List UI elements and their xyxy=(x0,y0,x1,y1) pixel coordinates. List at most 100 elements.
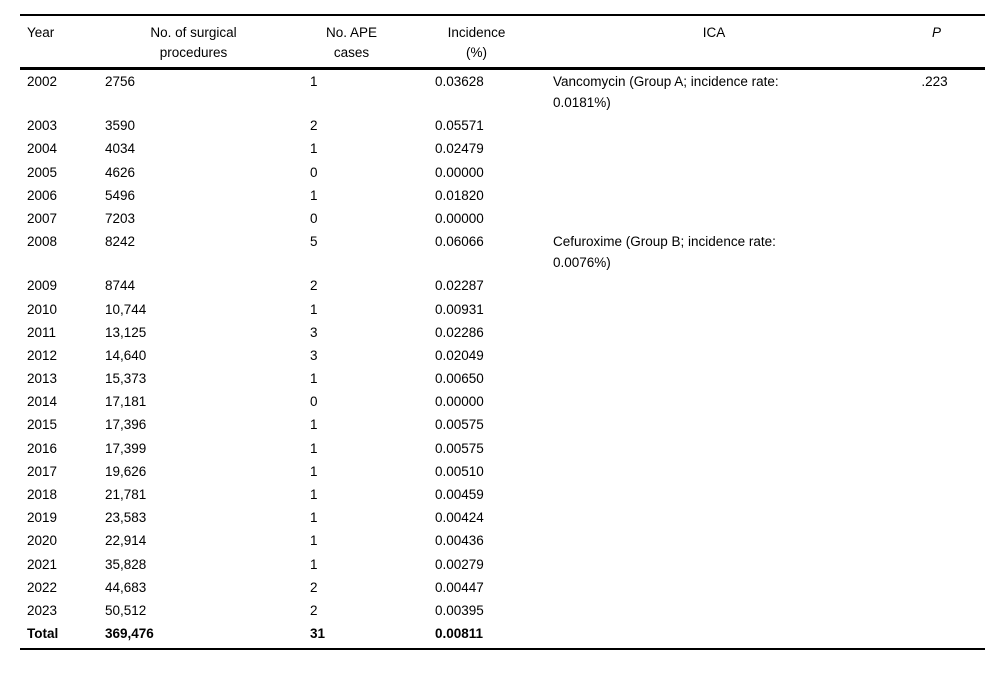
ape-cases-cell: 2 xyxy=(310,278,318,294)
incidence-cell: 0.00000 xyxy=(435,210,484,226)
ica-cell: Cefuroxime (Group B; incidence rate: 0.0… xyxy=(553,234,776,271)
p-value-cell xyxy=(888,506,985,529)
table-row: 2002 2756 1 0.03628 Vancomycin (Group A;… xyxy=(20,69,985,115)
p-value-cell xyxy=(888,576,985,599)
incidence-cell: 0.00279 xyxy=(435,556,484,572)
ica-cell xyxy=(540,553,888,576)
incidence-cell: 0.00000 xyxy=(435,394,484,410)
year-cell: 2015 xyxy=(27,417,58,433)
ica-cell xyxy=(540,137,888,160)
p-value-cell xyxy=(888,460,985,483)
p-value-cell xyxy=(888,344,985,367)
incidence-cell: 0.00811 xyxy=(435,626,484,642)
p-value-cell xyxy=(888,437,985,460)
year-cell: Total xyxy=(27,626,59,642)
ica-cell xyxy=(540,298,888,321)
header-line: cases xyxy=(333,45,370,60)
year-cell: 2018 xyxy=(27,487,58,502)
incidence-cell: 0.06066 xyxy=(435,234,484,250)
ica-cell xyxy=(540,460,888,483)
ape-cases-cell: 1 xyxy=(310,440,318,456)
year-cell: 2021 xyxy=(27,556,58,572)
table-row: 2018 21,781 1 0.00459 xyxy=(20,483,985,506)
incidence-cell: 0.02049 xyxy=(435,347,484,363)
ica-cell xyxy=(540,413,888,436)
p-value-cell xyxy=(888,413,985,436)
p-value-cell xyxy=(888,483,985,506)
year-cell: 2007 xyxy=(27,210,58,226)
ica-cell xyxy=(540,437,888,460)
table-body: 2002 2756 1 0.03628 Vancomycin (Group A;… xyxy=(20,69,985,650)
incidence-table: Year No. of surgical procedures No. APE … xyxy=(20,14,985,651)
year-cell: 2009 xyxy=(27,278,58,294)
ape-cases-cell: 1 xyxy=(310,74,318,89)
procedures-cell: 35,828 xyxy=(105,556,147,572)
header-line: (%) xyxy=(466,45,487,60)
procedures-cell: 4626 xyxy=(105,164,136,180)
ape-cases-cell: 1 xyxy=(310,510,318,526)
p-value-cell: .223 xyxy=(921,74,948,89)
ica-cell xyxy=(540,576,888,599)
procedures-cell: 8242 xyxy=(105,234,136,250)
procedures-cell: 8744 xyxy=(105,278,136,294)
p-value-cell xyxy=(888,321,985,344)
ica-cell: Vancomycin (Group A; incidence rate: 0.0… xyxy=(553,74,779,110)
p-value-cell xyxy=(888,137,985,160)
procedures-cell: 5496 xyxy=(105,187,136,203)
ape-cases-cell: 1 xyxy=(310,301,318,317)
procedures-cell: 369,476 xyxy=(105,626,154,642)
ape-cases-cell: 3 xyxy=(310,324,318,340)
header-line: procedures xyxy=(159,45,228,60)
p-value-cell xyxy=(888,207,985,230)
incidence-cell: 0.05571 xyxy=(435,118,484,134)
table-row: 2017 19,626 1 0.00510 xyxy=(20,460,985,483)
table-row: Total 369,476 31 0.00811 xyxy=(20,622,985,649)
incidence-cell: 0.00459 xyxy=(435,487,484,502)
year-cell: 2004 xyxy=(27,141,58,157)
column-header-surgical-procedures: No. of surgical procedures xyxy=(97,15,290,70)
ica-cell xyxy=(540,274,888,297)
table-row: 2008 8242 5 0.06066 Cefuroxime (Group B;… xyxy=(20,230,985,274)
header-row: Year No. of surgical procedures No. APE … xyxy=(20,15,985,70)
table-row: 2015 17,396 1 0.00575 xyxy=(20,413,985,436)
table-row: 2006 5496 1 0.01820 xyxy=(20,184,985,207)
procedures-cell: 17,181 xyxy=(105,394,147,410)
incidence-cell: 0.00650 xyxy=(435,371,484,387)
year-cell: 2002 xyxy=(27,74,58,89)
procedures-cell: 10,744 xyxy=(105,301,147,317)
incidence-cell: 0.00424 xyxy=(435,510,484,526)
table-row: 2010 10,744 1 0.00931 xyxy=(20,298,985,321)
procedures-cell: 22,914 xyxy=(105,533,147,549)
header-line: Incidence xyxy=(447,25,506,40)
incidence-cell: 0.00395 xyxy=(435,602,484,618)
header-line: No. of surgical xyxy=(150,25,237,40)
p-value-cell xyxy=(888,367,985,390)
incidence-cell: 0.02479 xyxy=(435,141,484,157)
table-row: 2007 7203 0 0.00000 xyxy=(20,207,985,230)
incidence-cell: 0.00510 xyxy=(435,463,484,479)
ica-cell xyxy=(540,367,888,390)
ica-cell xyxy=(540,344,888,367)
table-row: 2005 4626 0 0.00000 xyxy=(20,161,985,184)
table-header: Year No. of surgical procedures No. APE … xyxy=(20,15,985,70)
column-header-ica: ICA xyxy=(540,15,888,70)
column-header-incidence: Incidence (%) xyxy=(413,15,540,70)
table-row: 2020 22,914 1 0.00436 xyxy=(20,529,985,552)
year-cell: 2016 xyxy=(27,440,58,456)
year-cell: 2022 xyxy=(27,579,58,595)
table-row: 2009 8744 2 0.02287 xyxy=(20,274,985,297)
ape-cases-cell: 1 xyxy=(310,533,318,549)
p-value-cell xyxy=(888,184,985,207)
year-cell: 2019 xyxy=(27,510,58,526)
ape-cases-cell: 0 xyxy=(310,394,318,410)
incidence-cell: 0.02287 xyxy=(435,278,484,294)
ica-cell xyxy=(540,599,888,622)
ape-cases-cell: 0 xyxy=(310,164,318,180)
procedures-cell: 14,640 xyxy=(105,347,147,363)
ape-cases-cell: 1 xyxy=(310,463,318,479)
incidence-cell: 0.00575 xyxy=(435,417,484,433)
year-cell: 2010 xyxy=(27,301,58,317)
incidence-cell: 0.00931 xyxy=(435,301,484,317)
column-header-year: Year xyxy=(20,15,97,70)
ica-cell xyxy=(540,506,888,529)
